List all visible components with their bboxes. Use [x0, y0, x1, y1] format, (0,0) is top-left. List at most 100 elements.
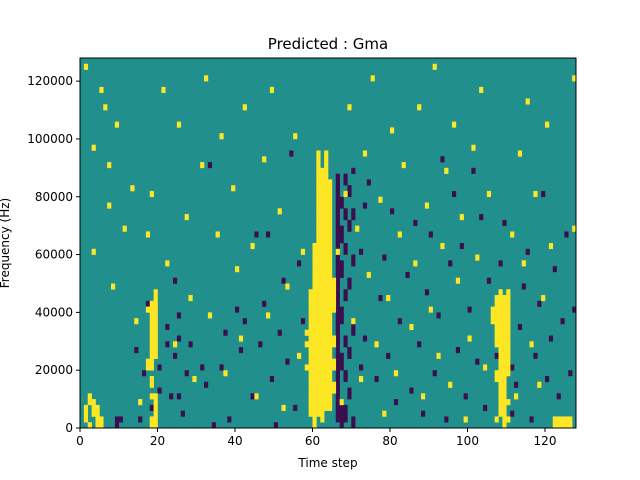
heatmap-cell [331, 381, 337, 388]
heatmap-cell [537, 300, 542, 307]
heatmap-cell [339, 404, 344, 411]
heatmap-cell [308, 347, 313, 354]
heatmap-cell [506, 399, 511, 406]
heatmap-cell [494, 329, 499, 336]
heatmap-cell [343, 335, 348, 342]
heatmap-cell [153, 318, 158, 325]
heatmap-cell [335, 312, 340, 319]
heatmap-cell [312, 277, 317, 284]
heatmap-cell [320, 237, 325, 244]
heatmap-cell [118, 416, 123, 423]
heatmap-cell [335, 335, 340, 342]
heatmap-cell [91, 248, 96, 255]
heatmap-cell [463, 393, 468, 400]
heatmap-cell [320, 225, 325, 232]
heatmap-cell [316, 341, 321, 348]
heatmap-cell [347, 393, 352, 400]
heatmap-cell [95, 422, 100, 429]
heatmap-cell [320, 179, 325, 186]
heatmap-cell [362, 202, 368, 209]
heatmap-cell [545, 121, 550, 128]
heatmap-cell [99, 422, 104, 429]
heatmap-cell [335, 219, 340, 226]
heatmap-cell [320, 364, 325, 371]
heatmap-cell [153, 341, 158, 348]
heatmap-cell [328, 381, 333, 388]
heatmap-cell [316, 300, 321, 307]
heatmap-cell [351, 323, 356, 331]
heatmap-cell [328, 179, 333, 186]
heatmap-cell [320, 323, 325, 331]
heatmap-cell [316, 243, 321, 250]
heatmap-cell [312, 422, 317, 429]
heatmap-cell [502, 364, 507, 371]
heatmap-cells [83, 63, 577, 429]
heatmap-cell [351, 416, 356, 423]
heatmap-cell [339, 225, 344, 232]
heatmap-cell [324, 341, 329, 348]
heatmap-cell [335, 225, 340, 232]
heatmap-cell [320, 167, 325, 174]
heatmap-cell [335, 179, 340, 186]
heatmap-cell [153, 393, 158, 400]
heatmap-cell [324, 370, 329, 377]
heatmap-cell [502, 329, 507, 336]
heatmap-cell [331, 387, 337, 394]
heatmap-cell [103, 104, 108, 111]
heatmap-cell [498, 393, 503, 400]
heatmap-cell [320, 248, 325, 255]
heatmap-cell [320, 300, 325, 307]
heatmap-cell [300, 318, 306, 325]
heatmap-cell [428, 231, 433, 238]
heatmap-cell [312, 243, 317, 250]
heatmap-cell [475, 358, 480, 365]
heatmap-cell [320, 370, 325, 377]
heatmap-cell [328, 289, 333, 296]
heatmap-cell [242, 104, 247, 111]
heatmap-cell [149, 300, 154, 307]
heatmap-cell [328, 208, 333, 215]
heatmap-cell [343, 295, 348, 302]
heatmap-cell [87, 422, 92, 429]
heatmap-cell [455, 347, 461, 354]
heatmap-cell [316, 335, 321, 342]
heatmap-cell [111, 283, 116, 290]
heatmap-cell [153, 335, 158, 342]
heatmap-cell [335, 283, 340, 290]
heatmap-cell [417, 341, 422, 348]
heatmap-cell [328, 393, 333, 400]
heatmap-cell [393, 399, 399, 406]
heatmap-cell [250, 243, 255, 250]
heatmap-cell [498, 318, 503, 325]
heatmap-cell [455, 277, 461, 284]
heatmap-cell [316, 190, 321, 198]
heatmap-cell [467, 306, 472, 313]
heatmap-cell [572, 75, 577, 82]
heatmap-cell [91, 410, 96, 417]
heatmap-cell [347, 185, 352, 192]
heatmap-cell [153, 323, 158, 331]
heatmap-cell [176, 393, 182, 400]
heatmap-cell [324, 387, 329, 394]
heatmap-cell [91, 399, 96, 406]
heatmap-cell [448, 260, 453, 267]
heatmap-cell [308, 364, 313, 371]
heatmap-cell [169, 393, 174, 400]
heatmap-cell [269, 86, 275, 93]
heatmap-cell [339, 306, 344, 313]
heatmap-cell [316, 150, 321, 157]
heatmap-cell [498, 306, 503, 313]
heatmap-cell [331, 364, 337, 371]
heatmap-cell [517, 323, 523, 331]
heatmap-cell [471, 144, 476, 151]
heatmap-cell [335, 329, 340, 336]
heatmap-cell [335, 399, 340, 406]
heatmap-cell [494, 335, 499, 342]
heatmap-cell [312, 404, 317, 411]
heatmap-cell [188, 295, 193, 302]
heatmap-cell [335, 341, 340, 348]
heatmap-cell [448, 381, 453, 388]
heatmap-cell [506, 306, 511, 313]
heatmap-cell [165, 341, 170, 348]
heatmap-cell [138, 399, 143, 406]
